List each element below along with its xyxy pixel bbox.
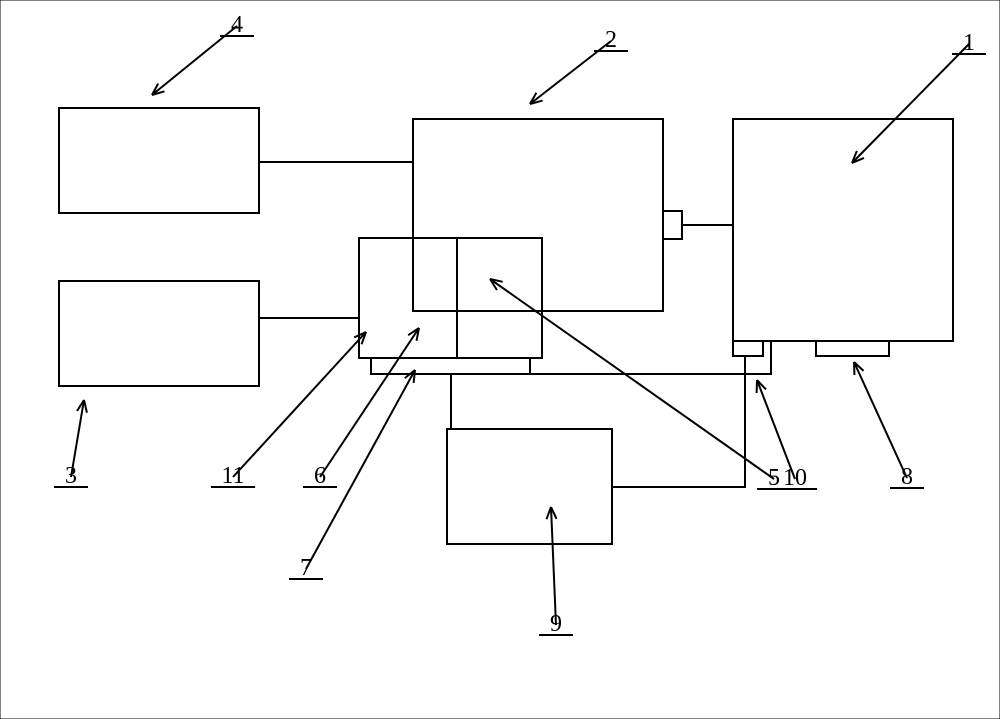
label-9: 9	[550, 611, 562, 637]
label-2: 2	[605, 27, 617, 53]
node-box8_left	[733, 341, 763, 356]
leader-9	[551, 507, 556, 625]
node-box1	[733, 119, 953, 341]
label-5: 5	[768, 465, 780, 491]
label-8: 8	[901, 464, 913, 490]
node-box9	[447, 429, 612, 544]
block-diagram: 1 2 4 3 11 6 7 9 510 8	[0, 0, 1000, 719]
node-box5_6	[359, 238, 542, 358]
leader-8	[854, 362, 907, 478]
leader-11	[233, 332, 366, 477]
label-6: 6	[314, 463, 326, 489]
node-box8_right	[816, 341, 889, 356]
leader-1	[852, 44, 969, 163]
node-box2	[413, 119, 663, 311]
node-box3	[59, 281, 259, 386]
label-7: 7	[300, 555, 312, 581]
label-3: 3	[65, 463, 77, 489]
node-shaft	[663, 211, 682, 239]
label-4: 4	[231, 12, 243, 38]
label-1: 1	[963, 30, 975, 56]
label-11: 11	[221, 463, 244, 489]
node-box4	[59, 108, 259, 213]
leader-5	[490, 279, 774, 479]
label-10: 10	[783, 465, 807, 491]
